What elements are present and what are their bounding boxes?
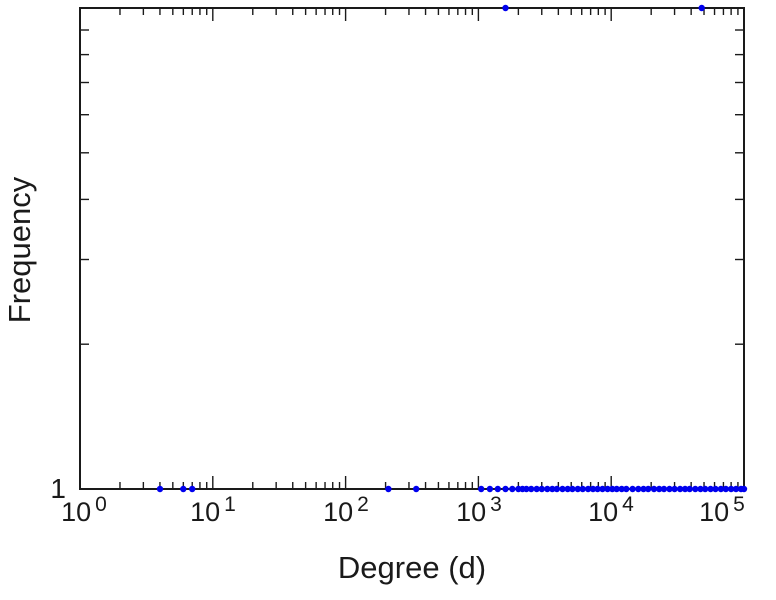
data-point bbox=[609, 485, 616, 493]
data-point bbox=[660, 485, 668, 493]
x-tick-exponent: 0 bbox=[95, 493, 107, 516]
data-point bbox=[494, 485, 501, 493]
data-point bbox=[502, 4, 509, 12]
data-point bbox=[707, 485, 714, 493]
data-point bbox=[509, 485, 516, 493]
data-point bbox=[676, 485, 684, 493]
x-axis-label: Degree (d) bbox=[337, 550, 487, 585]
x-tick-exponent: 1 bbox=[224, 493, 236, 516]
data-point bbox=[569, 485, 576, 493]
data-point bbox=[413, 485, 420, 493]
data-point bbox=[385, 485, 392, 493]
data-point bbox=[180, 485, 187, 493]
data-point bbox=[528, 485, 535, 493]
data-point bbox=[732, 485, 740, 493]
x-tick-exponent: 4 bbox=[622, 493, 634, 516]
data-point bbox=[697, 485, 704, 493]
x-tick-base: 10 bbox=[190, 497, 221, 527]
data-point bbox=[486, 485, 494, 493]
x-tick-base: 10 bbox=[588, 497, 619, 527]
data-point bbox=[502, 485, 509, 493]
data-point bbox=[712, 485, 719, 493]
data-point bbox=[553, 485, 561, 493]
x-tick-base: 10 bbox=[456, 497, 487, 527]
data-point bbox=[722, 485, 729, 493]
data-point bbox=[629, 485, 636, 493]
data-point bbox=[740, 485, 748, 493]
data-point bbox=[618, 485, 625, 493]
data-point bbox=[623, 485, 630, 493]
x-tick-exponent: 5 bbox=[733, 493, 745, 516]
data-point bbox=[523, 485, 530, 493]
x-tick-base: 10 bbox=[61, 497, 92, 527]
x-tick-exponent: 2 bbox=[357, 493, 369, 516]
data-point bbox=[589, 485, 597, 493]
data-point bbox=[599, 485, 606, 493]
data-point bbox=[156, 485, 164, 493]
data-point bbox=[702, 485, 709, 493]
data-point bbox=[574, 485, 581, 493]
data-point bbox=[727, 485, 735, 493]
data-point bbox=[681, 485, 689, 493]
data-point bbox=[717, 485, 725, 493]
data-point bbox=[564, 485, 571, 493]
y-axis-label: Frequency bbox=[2, 176, 37, 324]
data-point bbox=[640, 485, 647, 493]
data-point bbox=[698, 4, 705, 12]
data-point bbox=[635, 485, 642, 493]
data-point bbox=[650, 485, 658, 493]
data-point bbox=[478, 485, 485, 493]
data-point bbox=[594, 485, 601, 493]
data-point bbox=[686, 485, 693, 493]
data-point bbox=[613, 485, 620, 493]
data-point bbox=[645, 485, 652, 493]
data-point bbox=[559, 485, 566, 493]
x-tick-base: 10 bbox=[323, 497, 354, 527]
data-point bbox=[671, 485, 678, 493]
data-point bbox=[656, 485, 663, 493]
data-point bbox=[538, 485, 545, 493]
data-point bbox=[584, 485, 592, 493]
data-point bbox=[549, 485, 556, 493]
data-point bbox=[692, 485, 699, 493]
data-point bbox=[189, 485, 196, 493]
x-tick-exponent: 3 bbox=[490, 493, 502, 516]
data-point bbox=[604, 485, 611, 493]
data-point bbox=[544, 485, 551, 493]
data-point bbox=[579, 485, 586, 493]
data-point bbox=[666, 485, 673, 493]
data-point bbox=[533, 485, 540, 493]
plot-frame bbox=[79, 7, 745, 490]
x-tick-base: 10 bbox=[699, 497, 730, 527]
y-tick-label-1: 1 bbox=[50, 473, 66, 504]
